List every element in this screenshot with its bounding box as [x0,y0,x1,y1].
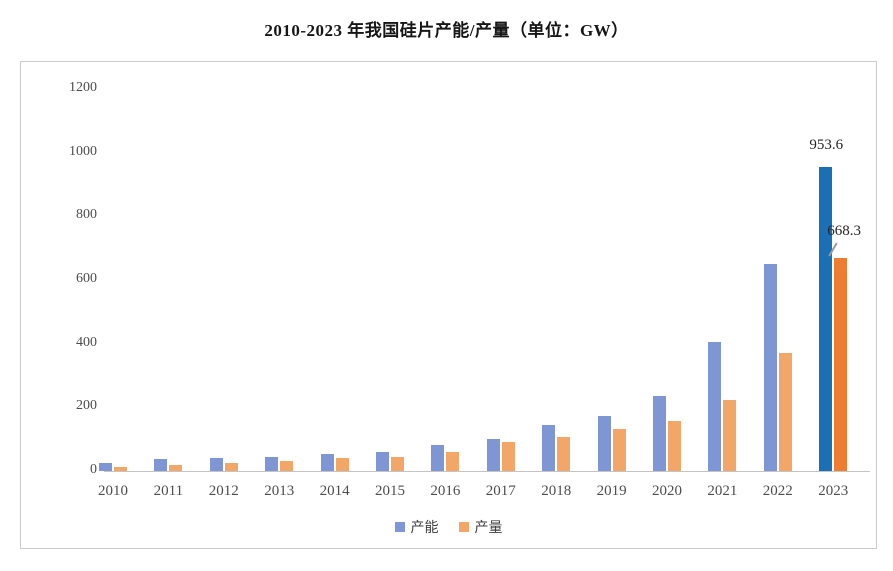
bar-production-2014 [335,458,349,471]
x-axis-label-2016: 2016 [430,483,461,499]
bar-production-2016 [446,451,460,471]
bar-capacity-2022 [763,264,777,471]
bar-production-2015 [391,456,404,471]
legend-label-capacity: 产能 [410,521,439,536]
x-axis-label-2014: 2014 [319,483,350,499]
y-axis-tick-800: 800 [76,207,97,223]
x-axis-label-2017: 2017 [485,483,516,499]
legend-item-capacity: 产能 [394,517,439,537]
bar-production-2018 [557,436,571,471]
x-axis-label-2021: 2021 [707,483,738,499]
bar-capacity-2012 [209,458,223,471]
bar-production-2013 [280,461,294,471]
bar-production-2019 [612,428,626,471]
x-axis-label-2015: 2015 [375,483,405,499]
bar-capacity-2015 [376,451,389,471]
bar-production-2012 [224,463,238,471]
y-axis-tick-0: 0 [90,462,97,477]
bar-production-2021 [723,400,737,471]
x-axis-label-2020: 2020 [652,483,682,499]
bar-production-2023 [834,258,848,471]
chart-title: 2010-2023 年我国硅片产能/产量（单位：GW） [264,21,629,40]
bar-capacity-2018 [542,424,556,471]
bar-capacity-2021 [708,342,722,471]
bar-capacity-2017 [486,438,500,471]
legend-swatch-capacity [394,522,405,532]
bar-capacity-2011 [154,459,168,471]
bar-capacity-2020 [653,396,666,471]
bar-capacity-2023 [819,167,833,471]
legend-swatch-production [458,522,469,532]
x-axis-label-2012: 2012 [208,483,239,499]
bar-capacity-2013 [265,456,279,471]
x-axis-label-2011: 2011 [153,483,184,499]
x-axis-label-2013: 2013 [264,483,295,499]
x-axis-label-2010: 2010 [98,483,128,499]
legend-item-production: 产量 [458,517,503,537]
y-axis-tick-200: 200 [76,398,97,414]
x-axis-line [104,471,870,472]
data-label-production: 668.3 [827,223,861,240]
x-axis-label-2022: 2022 [762,483,793,499]
legend-label-production: 产量 [474,521,503,536]
x-axis-label-2023: 2023 [818,483,849,499]
data-label-capacity: 953.6 [809,137,844,154]
bar-capacity-2019 [597,415,611,471]
y-axis-tick-400: 400 [76,334,97,350]
y-axis-tick-1200: 1200 [69,80,97,95]
bar-production-2017 [501,441,515,471]
x-axis-label-2019: 2019 [596,483,627,499]
bar-capacity-2010 [99,462,112,471]
bar-capacity-2016 [431,444,445,471]
x-axis-label-2018: 2018 [541,483,572,499]
bar-capacity-2014 [320,454,334,471]
bar-production-2022 [778,352,792,471]
y-axis-tick-600: 600 [76,271,97,286]
bar-production-2020 [668,420,681,471]
chart-plot-area: 0 200 400 600 800 1000 1200 2010 2011 2012 2013 201… [20,61,877,549]
bar-production-2010 [114,466,127,471]
legend: 产能 产量 [21,517,876,537]
y-axis-tick-1000: 1000 [69,143,97,159]
bar-production-2011 [169,464,183,471]
